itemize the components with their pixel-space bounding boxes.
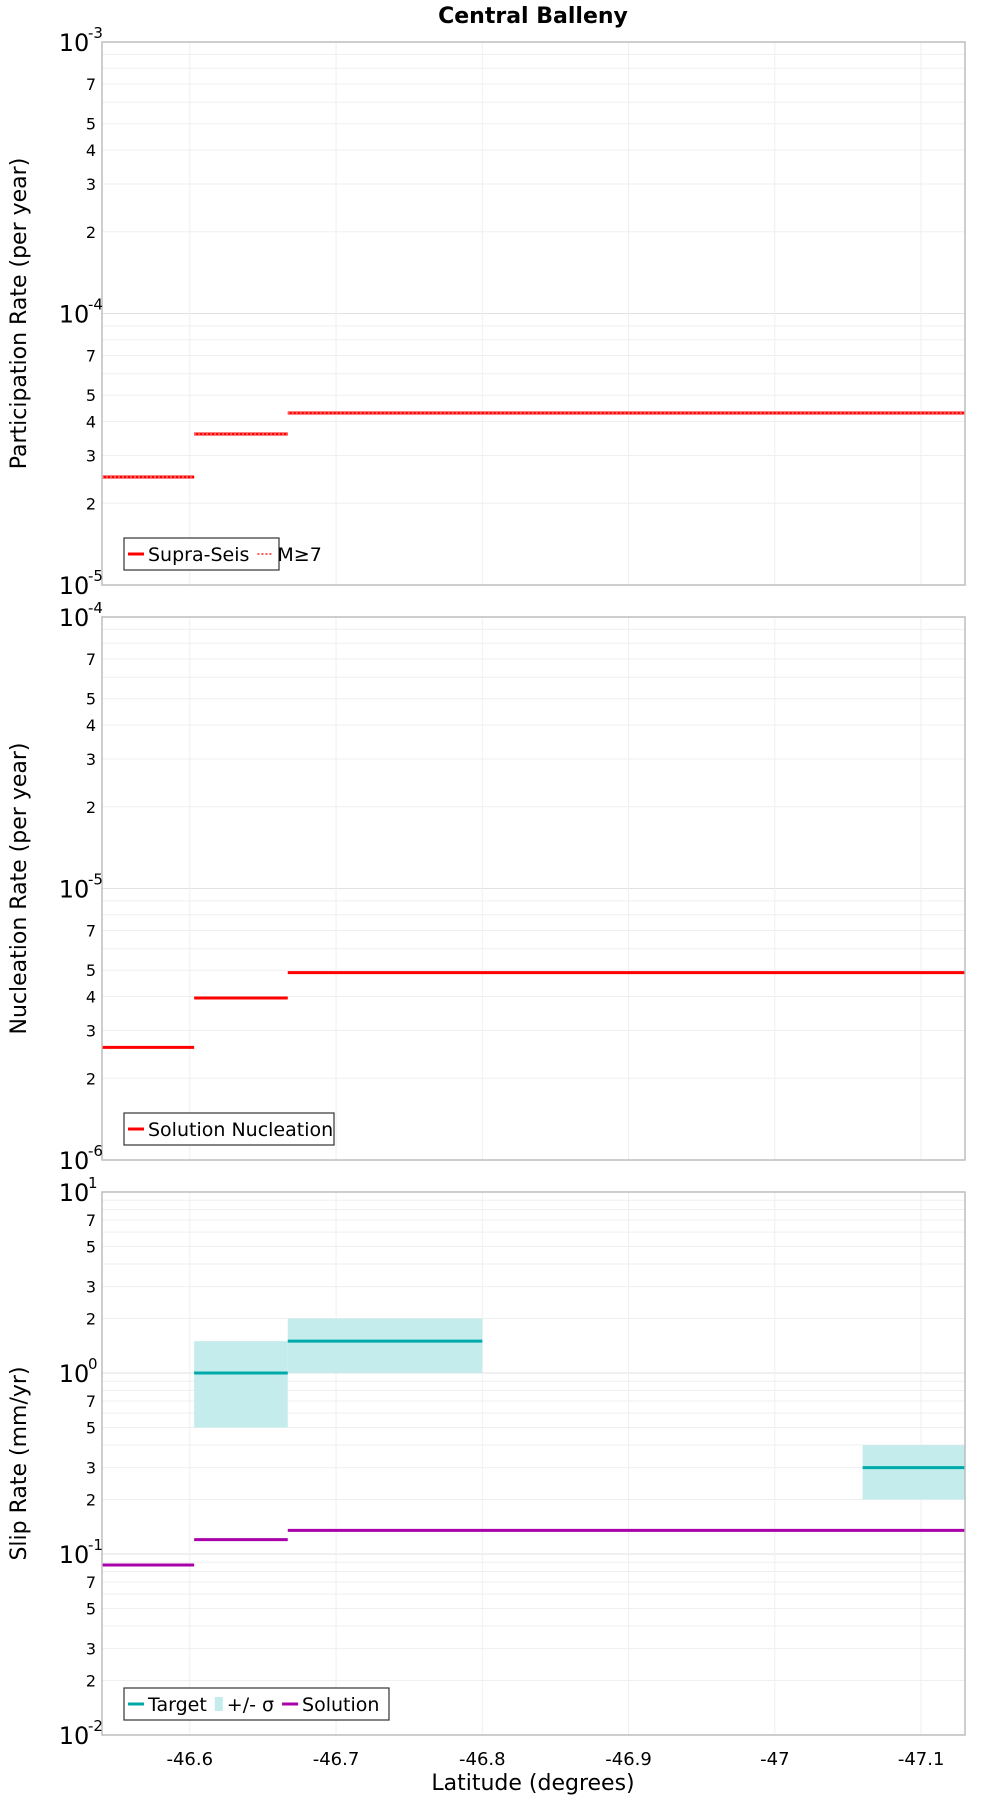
y-decade-exponent: -2 (88, 1717, 103, 1735)
y-decade-exponent: -5 (88, 871, 103, 889)
y-tick-label: 2 (86, 798, 96, 817)
y-decade-label: 10 (59, 301, 90, 329)
y-tick-label: 5 (86, 115, 96, 134)
x-tick-label: -47.1 (898, 1749, 945, 1770)
y-decade-label: 10 (59, 604, 90, 632)
panel-3-grid (102, 1192, 965, 1735)
panel-3-legend: Target +/- σ Solution (123, 1687, 390, 1721)
sigma-band-1 (194, 1341, 288, 1428)
y-tick-label: 5 (86, 690, 96, 709)
y-tick-label: 5 (86, 386, 96, 405)
y-tick-label: 5 (86, 1237, 96, 1256)
legend-label: Supra-Seis (148, 544, 249, 566)
y-decade-label: 10 (59, 1147, 90, 1175)
y-tick-label: 4 (86, 716, 96, 735)
y-tick-label: 2 (86, 494, 96, 513)
y-tick-label: 4 (86, 988, 96, 1007)
y-decade-label: 10 (59, 1179, 90, 1207)
x-tick-label: -46.6 (166, 1749, 213, 1770)
x-axis-label: Latitude (degrees) (431, 1771, 634, 1796)
y-tick-label: 5 (86, 1599, 96, 1618)
y-tick-label: 4 (86, 141, 96, 160)
legend-box (123, 537, 280, 571)
y-decade-label: 10 (59, 1722, 90, 1750)
chart-title: Central Balleny (438, 4, 628, 29)
y-decade-exponent: -4 (88, 296, 103, 314)
panel-1-grid (102, 42, 965, 585)
sigma-band-3 (862, 1445, 965, 1500)
y-tick-label: 2 (86, 1491, 96, 1510)
y-tick-label: 7 (86, 1392, 96, 1411)
y-tick-label: 4 (86, 413, 96, 432)
y-decade-exponent: -3 (88, 24, 103, 42)
panel-3-frame (101, 1191, 966, 1736)
y-tick-label: 7 (86, 1573, 96, 1592)
y-decade-exponent: 0 (88, 1355, 98, 1373)
y-axis-label: Nucleation Rate (per year) (7, 743, 32, 1035)
y-decade-label: 10 (59, 572, 90, 600)
y-tick-label: 2 (86, 1069, 96, 1088)
legend-box (123, 1687, 390, 1721)
y-tick-label: 7 (86, 1211, 96, 1230)
y-tick-label: 2 (86, 223, 96, 242)
y-decade-label: 10 (59, 876, 90, 904)
legend-box (123, 1112, 335, 1146)
y-tick-label: 5 (86, 1418, 96, 1437)
panel-2-frame (101, 616, 966, 1161)
y-tick-label: 3 (86, 750, 96, 769)
x-tick-label: -46.7 (313, 1749, 360, 1770)
y-tick-label: 3 (86, 1459, 96, 1478)
y-tick-label: 3 (86, 1021, 96, 1040)
y-decade-exponent: -1 (88, 1536, 103, 1554)
y-tick-label: 2 (86, 1672, 96, 1691)
y-tick-label: 3 (86, 1278, 96, 1297)
x-tick-label: -46.8 (459, 1749, 506, 1770)
legend-label: Target (147, 1694, 207, 1716)
y-decade-exponent: -6 (88, 1142, 103, 1160)
panel-1-frame (101, 41, 966, 586)
y-decade-exponent: -4 (88, 599, 103, 617)
legend-swatch (214, 1697, 223, 1711)
panel-2-grid (102, 617, 965, 1160)
sigma-band-2 (287, 1318, 483, 1373)
y-tick-label: 7 (86, 347, 96, 366)
y-tick-label: 3 (86, 446, 96, 465)
y-tick-label: 7 (86, 650, 96, 669)
legend-label: +/- σ (227, 1694, 274, 1716)
x-tick-label: -47 (760, 1749, 789, 1770)
y-tick-label: 5 (86, 961, 96, 980)
y-tick-label: 3 (86, 1640, 96, 1659)
legend-label: Solution Nucleation (148, 1119, 333, 1141)
y-decade-label: 10 (59, 29, 90, 57)
y-axis-label: Participation Rate (per year) (7, 158, 32, 470)
legend-label: Solution (302, 1694, 379, 1716)
panel-1-legend: Supra-Seis M≥7 (123, 537, 322, 571)
y-axis-label: Slip Rate (mm/yr) (7, 1366, 32, 1560)
y-tick-label: 7 (86, 922, 96, 941)
x-tick-label: -46.9 (605, 1749, 652, 1770)
y-tick-label: 7 (86, 75, 96, 94)
legend-label: M≥7 (277, 544, 321, 566)
y-decade-exponent: 1 (88, 1174, 98, 1192)
y-decade-exponent: -5 (88, 567, 103, 585)
y-tick-label: 2 (86, 1310, 96, 1329)
panel-2-legend: Solution Nucleation (123, 1112, 335, 1146)
y-decade-label: 10 (59, 1360, 90, 1388)
y-decade-label: 10 (59, 1541, 90, 1569)
y-tick-label: 3 (86, 175, 96, 194)
